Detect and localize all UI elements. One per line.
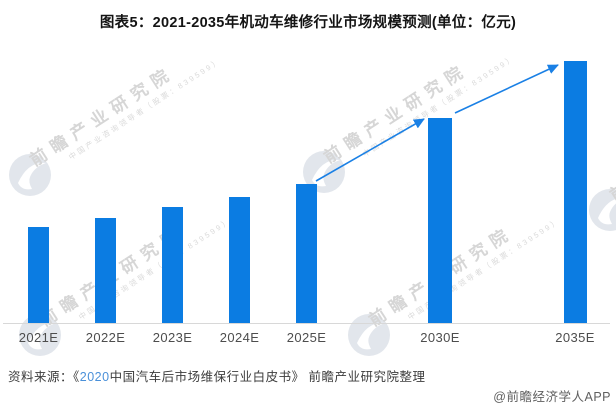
x-tick-label-2025E: 2025E: [286, 330, 327, 345]
source-label: 资料来源：《: [8, 370, 80, 384]
bar-2030E: [428, 118, 452, 323]
credit-text: @前瞻经济学人APP: [493, 390, 611, 404]
bar-2022E: [95, 218, 116, 323]
chart-title: 图表5：2021-2035年机动车维修行业市场规模预测(单位：亿元): [99, 15, 517, 31]
source-line: 资料来源：《2020中国汽车后市场维保行业白皮书》 前瞻产业研究院整理: [8, 366, 426, 385]
x-axis-line: [3, 323, 610, 324]
source-rest: 中国汽车后市场维保行业白皮书》 前瞻产业研究院整理: [109, 370, 426, 384]
source-year-link[interactable]: 2020: [79, 370, 110, 384]
x-tick-label-2024E: 2024E: [219, 330, 260, 345]
x-tick-label-2023E: 2023E: [152, 330, 193, 345]
bar-2023E: [162, 207, 183, 323]
bar-2021E: [28, 227, 49, 323]
bar-2035E: [563, 61, 587, 323]
x-tick-label-2035E: 2035E: [555, 330, 595, 345]
x-tick-label-2021E: 2021E: [18, 330, 59, 345]
bar-2025E: [296, 184, 317, 323]
x-tick-label-2022E: 2022E: [85, 330, 126, 345]
x-tick-label-2030E: 2030E: [420, 330, 460, 345]
bar-2024E: [229, 197, 250, 323]
